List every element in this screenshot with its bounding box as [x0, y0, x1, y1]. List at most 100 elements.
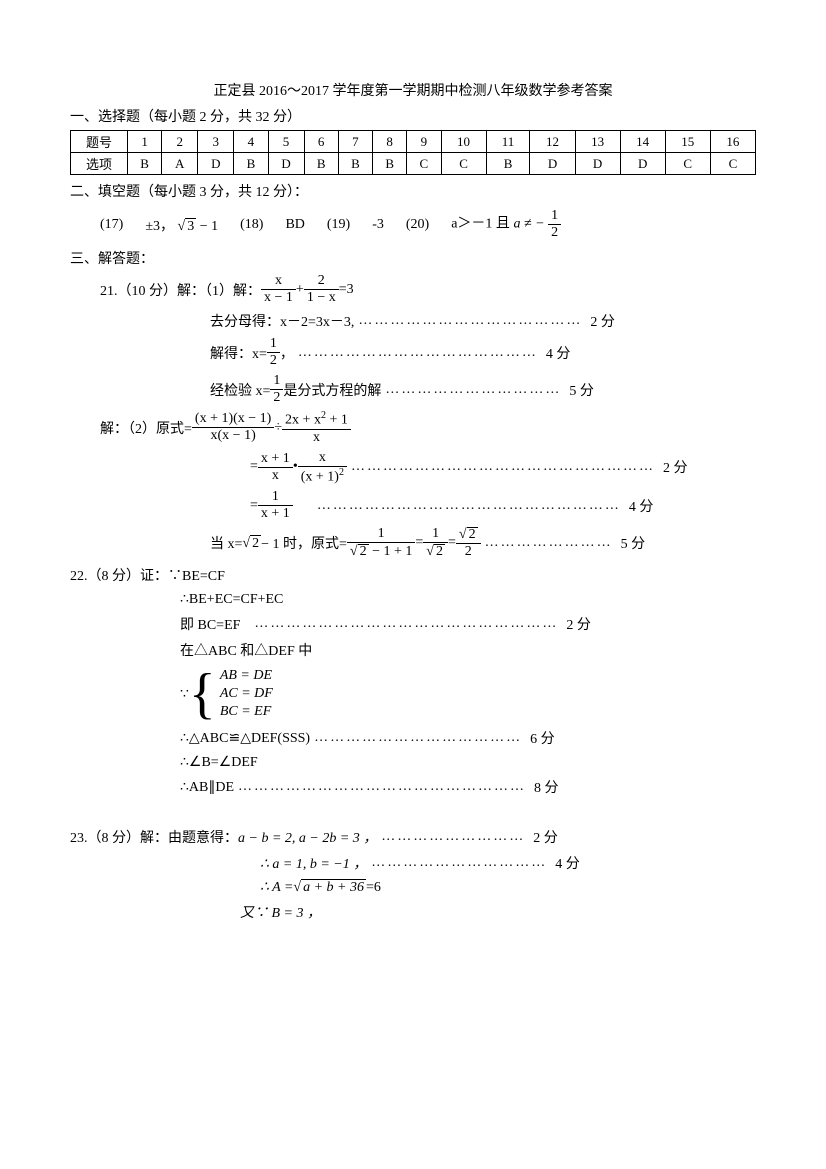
q17-sqrt: 3	[185, 218, 196, 235]
choice-table: 题号 1 2 3 4 5 6 7 8 9 10 11 12 13 14 15 1…	[70, 130, 756, 175]
frac-num: 1	[423, 527, 448, 543]
dots: ……………………………	[371, 855, 547, 871]
r1tail: − 1 + 1	[369, 544, 413, 559]
frac-num: 1	[258, 490, 293, 506]
dots: …………………………………………………	[254, 616, 558, 632]
q20-a: a＞－1 且	[451, 217, 510, 232]
col-num: 1	[128, 131, 162, 153]
step-tail: ，	[280, 343, 294, 363]
q22-l6: ∴∠B=∠DEF	[180, 754, 756, 771]
q21b-head: 解：（2）原式= (x + 1)(x − 1)x(x − 1) ÷ 2x + x…	[100, 411, 756, 445]
when-a: 当 x=	[210, 533, 242, 553]
dots: …………………………………………………	[351, 459, 655, 475]
answer-cell: B	[128, 153, 162, 175]
dots: ……………………	[485, 535, 613, 551]
q19: -3	[372, 217, 384, 233]
eq-sign: =	[415, 535, 423, 551]
col-num: 12	[530, 131, 575, 153]
col-num: 13	[575, 131, 620, 153]
q20-label: (20)	[406, 217, 429, 233]
frac-den: (x + 1)2	[298, 467, 347, 485]
q22-l5: ∴△ABC≌△DEF(SSS) ………………………………… 6 分	[180, 728, 756, 748]
sqrt-body: 2	[434, 544, 445, 559]
sys-row: AB = DE	[220, 668, 273, 684]
answer-cell: B	[338, 153, 372, 175]
plus: +	[296, 282, 304, 298]
score: 4 分	[546, 343, 571, 363]
frac-den: x	[258, 468, 293, 483]
dots: ………………………………………………	[238, 779, 526, 795]
row-label: 选项	[71, 153, 128, 175]
frac-num: 1	[270, 374, 283, 390]
when-b: − 1 时，原式=	[261, 533, 347, 553]
step-text: 去分母得：x－2=3x－3,	[210, 311, 354, 331]
frac-den: 2	[456, 544, 481, 559]
q20-num: 1	[548, 209, 561, 225]
col-num: 11	[486, 131, 530, 153]
frac-den: x − 1	[261, 290, 296, 305]
frac-den: 2	[267, 353, 280, 368]
e3a: ∴ A =	[260, 879, 293, 896]
row-label: 题号	[71, 131, 128, 153]
col-num: 10	[441, 131, 486, 153]
answer-cell: D	[575, 153, 620, 175]
answer-cell: A	[162, 153, 198, 175]
q17-tail: − 1	[196, 219, 218, 234]
col-num: 7	[338, 131, 372, 153]
answer-cell: D	[268, 153, 304, 175]
e1: a − b = 2, a − 2b = 3 ，	[238, 827, 377, 847]
section1-head: 一、选择题（每小题 2 分，共 32 分）	[70, 106, 756, 126]
eq-sign: =	[250, 498, 258, 514]
q17-a: ±3，	[145, 219, 174, 234]
q21b-step2: = 1x + 1 ………………………………………………… 4 分	[250, 490, 756, 521]
q22-head: 22.（8 分）证：∵BE=CF	[70, 565, 756, 585]
eq-sign: =	[448, 535, 456, 551]
answer-cell: B	[486, 153, 530, 175]
step-text: 经检验 x=	[210, 380, 270, 400]
score: 6 分	[530, 728, 555, 748]
table-row: 题号 1 2 3 4 5 6 7 8 9 10 11 12 13 14 15 1…	[71, 131, 756, 153]
score: 2 分	[566, 614, 591, 634]
score: 2 分	[590, 311, 615, 331]
e4: 又∵ B = 3 ，	[240, 902, 321, 922]
score: 4 分	[629, 496, 654, 516]
q21b-when: 当 x= √2 − 1 时，原式= 1√2 − 1 + 1 = 1√2 = √2…	[210, 527, 756, 559]
s2ds: 2	[339, 467, 344, 478]
q19-label: (19)	[327, 217, 350, 233]
frac-num: 2x + x2 + 1	[282, 411, 351, 430]
answer-cell: C	[665, 153, 710, 175]
col-num: 14	[620, 131, 665, 153]
l5-text: ∴△ABC≌△DEF(SSS)	[180, 730, 310, 747]
frac-num: 1	[347, 527, 415, 543]
score: 5 分	[569, 380, 594, 400]
dots: ……………………………………	[358, 313, 582, 329]
score: 2 分	[533, 827, 558, 847]
frac-den: x(x − 1)	[192, 428, 274, 443]
eq-tail: =3	[339, 282, 354, 298]
frac-den: √2 − 1 + 1	[347, 543, 415, 559]
q22-sys: ∵ { AB = DE AC = DF BC = EF	[180, 666, 756, 722]
answer-cell: B	[373, 153, 407, 175]
col-num: 2	[162, 131, 198, 153]
q21-step1: 去分母得：x－2=3x－3, …………………………………… 2 分	[210, 311, 756, 331]
section2-head: 二、填空题（每小题 3 分，共 12 分）：	[70, 181, 756, 201]
frac-den: √2	[423, 543, 448, 559]
sqrt-body: 2	[358, 544, 369, 559]
col-num: 4	[234, 131, 268, 153]
because: ∵	[180, 686, 189, 703]
q21-step2: 解得：x= 12 ， ……………………………………… 4 分	[210, 337, 756, 368]
answer-cell: D	[198, 153, 234, 175]
score: 4 分	[555, 853, 580, 873]
e2: ∴ a = 1, b = −1 ，	[260, 853, 367, 873]
answer-cell: B	[234, 153, 268, 175]
q22-l3: 在△ABC 和△DEF 中	[180, 640, 756, 660]
table-row: 选项 B A D B D B B B C C B D D D C C	[71, 153, 756, 175]
col-num: 5	[268, 131, 304, 153]
score: 2 分	[663, 457, 688, 477]
q18-label: (18)	[240, 217, 263, 233]
q21-step3: 经检验 x= 12 是分式方程的解 …………………………… 5 分	[210, 374, 756, 405]
q17-label: (17)	[100, 217, 123, 233]
step-text: 解得：x=	[210, 343, 267, 363]
col-num: 3	[198, 131, 234, 153]
dots: ………………………………………	[298, 345, 538, 361]
